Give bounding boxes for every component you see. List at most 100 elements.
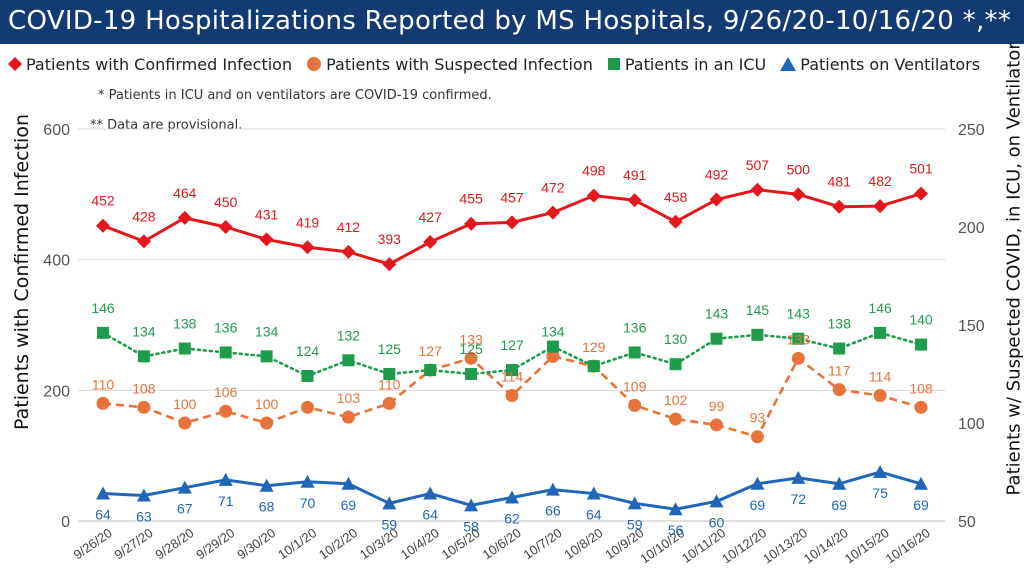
suspected-point — [96, 396, 110, 410]
confirmed-data-label: 481 — [828, 174, 852, 190]
icu-point — [506, 364, 518, 377]
confirmed-data-label: 491 — [623, 167, 647, 183]
confirmed-point — [96, 218, 110, 233]
icu-point — [628, 346, 641, 359]
y-tick-left: 0 — [61, 514, 70, 531]
ventilator-point — [136, 488, 151, 502]
suspected-data-label: 99 — [709, 398, 725, 414]
confirmed-data-label: 452 — [91, 193, 115, 209]
ventilator-point — [177, 480, 192, 494]
suspected-data-label: 114 — [501, 369, 524, 385]
icu-data-label: 146 — [868, 300, 892, 316]
ventilator-data-label: 71 — [218, 493, 234, 509]
icu-point — [669, 358, 682, 371]
icu-data-label: 134 — [255, 323, 279, 339]
y-tick-right: 250 — [958, 122, 985, 139]
suspected-point — [628, 398, 642, 412]
x-tick-label: 10/2/20 — [316, 525, 360, 562]
x-tick-label: 9/29/20 — [193, 525, 237, 562]
ventilator-point — [341, 476, 356, 490]
confirmed-point — [300, 240, 315, 255]
y-tick-left: 600 — [43, 122, 70, 139]
icu-point — [137, 350, 150, 363]
suspected-data-label: 102 — [664, 392, 688, 408]
confirmed-point — [545, 205, 560, 220]
x-tick-label: 10/7/20 — [520, 525, 564, 562]
confirmed-data-label: 482 — [868, 173, 892, 189]
confirmed-data-label: 431 — [255, 206, 279, 222]
triangle-marker-icon — [780, 57, 797, 71]
ventilator-data-label: 68 — [259, 499, 275, 515]
icu-point — [465, 368, 478, 380]
icu-data-label: 143 — [787, 306, 811, 322]
confirmed-data-label: 458 — [664, 189, 688, 205]
ventilator-point — [423, 486, 438, 500]
suspected-point — [710, 418, 723, 432]
confirmed-point — [709, 192, 724, 207]
icu-point — [342, 354, 355, 367]
icu-point — [424, 364, 437, 377]
confirmed-data-label: 428 — [132, 208, 156, 224]
icu-data-label: 132 — [337, 327, 361, 343]
icu-point — [546, 340, 559, 353]
suspected-data-label: 110 — [378, 376, 401, 392]
icu-data-label: 143 — [705, 306, 729, 322]
legend-item-ventilator: Patients on Ventilators — [780, 55, 980, 74]
suspected-point — [341, 410, 355, 424]
x-tick-label: 10/8/20 — [561, 525, 605, 562]
ventilator-data-label: 75 — [872, 485, 888, 501]
y-axis-title-left: Patients with Confirmed Infection — [11, 114, 33, 430]
ventilator-data-label: 62 — [504, 510, 520, 526]
ventilator-point — [873, 465, 888, 478]
y-axis-title-right: Patients w/ Suspected COVID, in ICU, on … — [1003, 42, 1024, 496]
confirmed-point — [668, 214, 683, 229]
icu-point — [260, 350, 273, 363]
ventilator-point — [750, 476, 765, 490]
confirmed-point — [873, 199, 888, 214]
icu-data-label: 140 — [909, 312, 933, 328]
suspected-point — [832, 383, 846, 397]
suspected-point — [546, 349, 560, 363]
suspected-point — [178, 416, 192, 430]
ventilator-data-label: 64 — [95, 507, 111, 523]
circle-marker-icon — [307, 57, 322, 71]
icu-data-label: 125 — [459, 341, 483, 357]
suspected-point — [750, 430, 764, 444]
ventilator-point — [627, 496, 642, 510]
suspected-point — [669, 412, 683, 426]
suspected-data-label: 114 — [869, 369, 892, 385]
confirmed-data-label: 450 — [214, 194, 238, 210]
icu-data-label: 124 — [296, 343, 320, 359]
ventilator-data-label: 60 — [709, 514, 725, 530]
legend-item-icu: Patients in an ICU — [607, 55, 766, 74]
x-tick-label: 10/12/20 — [719, 525, 769, 566]
icu-point — [833, 342, 846, 355]
suspected-data-label: 106 — [214, 384, 238, 400]
icu-data-label: 138 — [828, 316, 852, 332]
ventilator-point — [505, 490, 519, 504]
x-tick-label: 10/6/20 — [480, 525, 524, 562]
suspected-data-label: 103 — [337, 390, 361, 406]
legend-label-icu: Patients in an ICU — [624, 54, 767, 74]
ventilator-point — [586, 486, 601, 500]
icu-data-label: 127 — [500, 337, 524, 353]
ventilator-data-label: 69 — [831, 497, 847, 513]
confirmed-point — [177, 210, 192, 225]
ventilator-data-label: 66 — [545, 503, 561, 519]
suspected-point — [914, 400, 928, 414]
ventilator-point — [668, 502, 683, 516]
x-tick-label: 10/1/20 — [275, 525, 319, 562]
confirmed-point — [341, 244, 356, 259]
ventilator-data-label: 69 — [913, 497, 929, 513]
icu-point — [751, 328, 764, 341]
ventilator-point — [791, 470, 806, 484]
ventilator-point — [300, 474, 315, 488]
icu-point — [587, 360, 600, 373]
x-tick-label: 10/15/20 — [842, 525, 892, 566]
confirmed-point — [750, 182, 765, 197]
chart-title: COVID-19 Hospitalizations Reported by MS… — [8, 6, 1012, 36]
icu-point — [792, 332, 805, 345]
confirmed-data-label: 464 — [173, 185, 197, 201]
suspected-point — [505, 389, 519, 403]
